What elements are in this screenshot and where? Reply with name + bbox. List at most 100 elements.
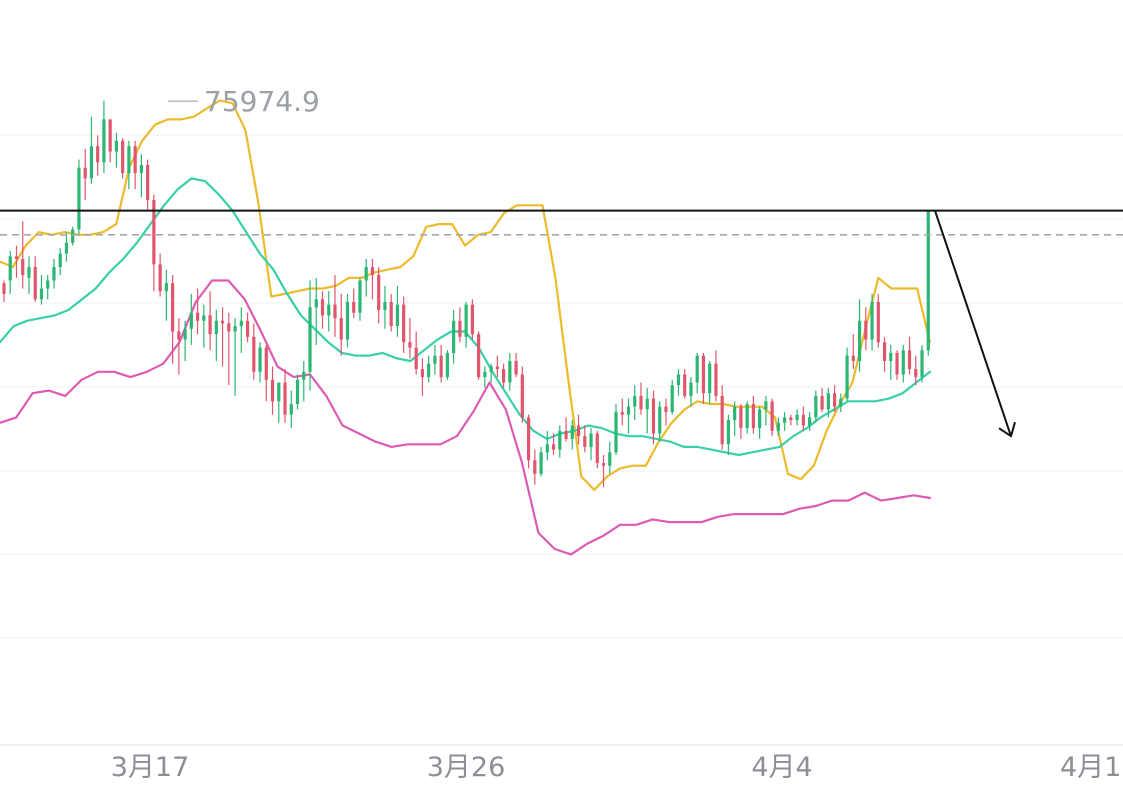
candle [71,226,75,246]
candle-body [77,167,81,230]
candle-body [158,264,162,292]
candle [89,116,94,184]
candle [27,256,31,294]
candle [808,412,812,431]
candle-body [270,379,275,402]
candle [39,275,44,305]
candle [333,275,337,337]
candle [452,310,456,364]
candle-body [195,312,200,321]
candle [626,398,631,434]
candle-body [389,301,393,327]
candle [889,344,893,380]
candle [270,366,275,415]
candle [208,291,212,351]
candle-body [570,425,574,439]
candle [683,369,687,399]
x-axis: 3月17 3月26 4月4 4月1 [111,752,1122,783]
candle-body [164,283,168,292]
candle [377,267,381,324]
candle [876,293,880,348]
candle [495,355,499,378]
candle-body [370,267,375,276]
candle-body [876,301,880,343]
candle [302,361,306,402]
candle-body [489,366,493,372]
candle-body [670,385,674,413]
candle [714,350,718,402]
candle-body [420,369,425,378]
candle-body [514,361,518,375]
candle-body [21,258,25,276]
candle-body [751,403,755,429]
candle-body [508,361,512,383]
candle-body [177,331,181,340]
candle [239,307,243,353]
candle-body [651,398,656,434]
x-tick-label: 4月4 [751,752,812,783]
candle [914,355,918,386]
candle-body [558,430,562,450]
candle-body [658,406,662,434]
candle-body [914,369,918,378]
candle-body [402,304,406,343]
candle [539,446,543,477]
candle [733,401,737,437]
candle [83,148,87,200]
candle-body [907,350,912,370]
candle-body [745,403,749,429]
candle-body [171,283,175,332]
candle [583,425,587,453]
candle [177,318,181,375]
candle [907,336,912,375]
candle-body [152,199,156,265]
candle [445,350,449,380]
candle [189,293,193,345]
candle-body [645,398,649,410]
projection-arrow-line [934,210,1012,437]
candle [832,385,837,413]
candle [608,441,612,474]
candle [620,398,624,426]
candle-body [33,267,37,300]
candle-body [427,363,431,378]
candle-body [639,395,643,410]
candle [352,288,356,319]
candle [483,366,487,388]
candle [164,269,168,321]
candle [308,280,312,391]
candle-body [733,406,737,421]
candle-body [258,347,262,372]
candle-body [364,267,368,281]
candle-body [146,165,150,200]
candle-body [52,267,56,281]
candle-body [227,323,231,332]
candle-body [901,350,905,375]
candle-body [89,146,94,179]
candle [33,256,37,302]
candle [851,334,855,370]
candle [508,352,512,391]
candle [364,258,368,297]
candle [64,232,69,262]
candle-body [926,210,930,351]
candle-body [352,301,356,313]
candle [526,414,531,469]
candle [820,387,824,413]
candle-body [920,350,924,378]
candle [801,406,805,431]
grid-lines [0,134,1123,639]
candle [676,369,681,396]
candle [776,417,780,437]
candle [689,377,693,407]
candle [670,379,674,415]
candle-body [327,304,331,316]
candle-body [839,398,843,407]
candle [264,344,268,402]
candle-body [83,167,87,179]
candle-body [8,256,12,281]
candle-body [664,406,668,413]
candle-body [708,363,712,394]
candle [520,366,524,423]
candle-body [770,401,774,431]
